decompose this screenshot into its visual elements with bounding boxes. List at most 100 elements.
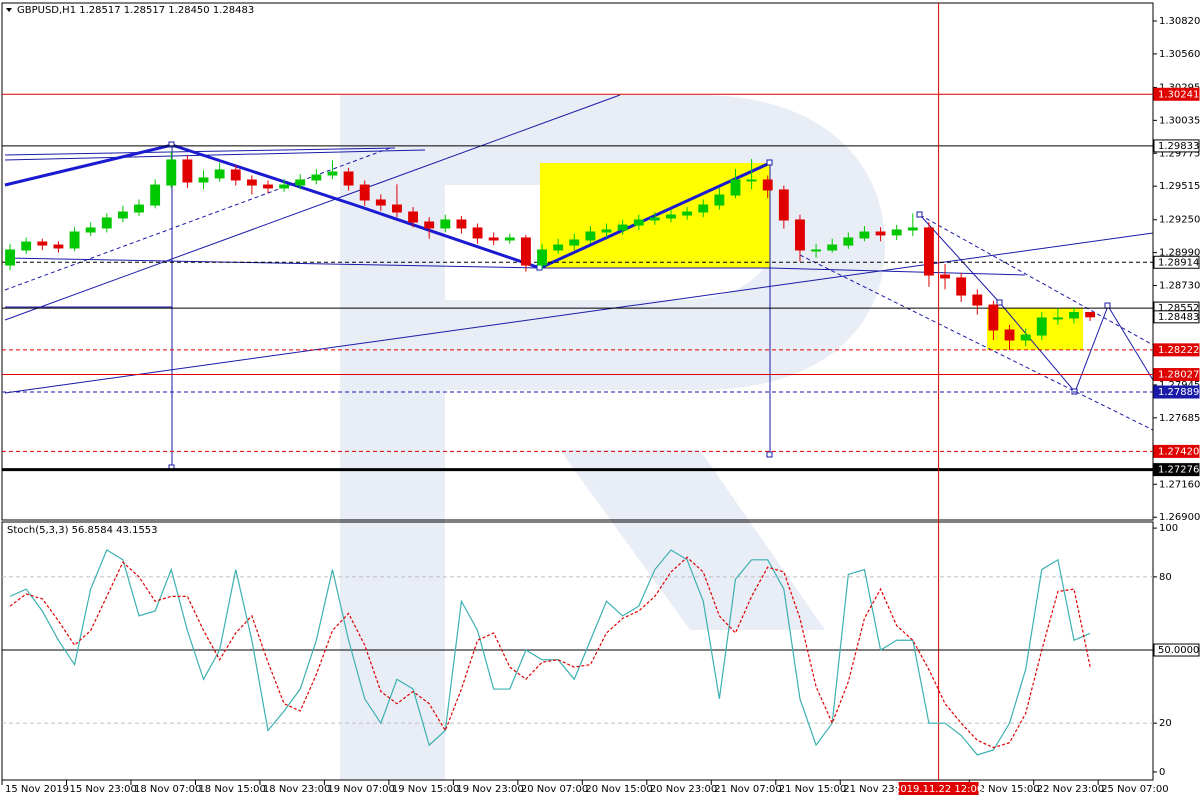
anchor-point [916,211,923,218]
candle-body [359,184,370,201]
crosshair-label: 2019.11.22 12:00 [894,784,983,795]
y-tick-label: 1.29250 [1159,215,1200,226]
trend-line [4,147,396,156]
dashed-channel [799,254,1154,431]
candle-body [875,231,886,236]
x-tick-label: 20 Nov 07:00 [521,784,588,795]
level-label-box [1153,368,1200,382]
trend-line [4,149,426,161]
level-label: 50.0000 [1158,645,1199,656]
y-tick-label: 20 [1159,718,1172,729]
level-label: 1.28914 [1158,257,1199,268]
y-tick-label: 1.29515 [1159,181,1200,192]
level-label-box [1153,139,1200,153]
candle-body [714,194,725,206]
level-label-box [1153,385,1200,399]
candle-body [37,241,48,246]
candle-body [1052,317,1063,320]
highlight-box [987,308,1083,350]
y-tick-label: 1.28730 [1159,281,1200,292]
x-tick-label: 18 Nov 23:00 [263,784,330,795]
candle-body [666,214,676,219]
candle-body [134,204,144,213]
candle-body [537,249,547,266]
candle-body [1004,329,1015,341]
level-label: 1.27276 [1158,465,1199,476]
candle-body [762,179,773,191]
candle-body [956,277,967,296]
candle-body [827,244,838,251]
dashed-channel [4,147,391,291]
candle-body [69,231,80,249]
panel-arrow [6,8,12,12]
wave-line [4,143,771,270]
trend-line [4,94,621,321]
y-tick-label: 1.26900 [1159,512,1200,523]
candle-body [1069,312,1079,319]
candle-body [617,224,628,231]
anchor-point [1104,302,1111,309]
candle-body [504,237,515,241]
candle-body [730,179,741,196]
x-tick-label: 21 Nov 15:00 [779,784,846,795]
level-label: 1.28552 [1158,303,1199,314]
x-tick-label: 22 Nov 23:00 [1037,784,1104,795]
candle-body [569,239,580,246]
x-tick-label: 18 Nov 15:00 [198,784,265,795]
x-tick-label: 15 Nov 23:00 [69,784,136,795]
y-tick-label: 1.27945 [1159,380,1200,391]
candle-body [424,221,435,229]
candle-body [682,211,693,216]
crosshair-label-box [898,782,979,795]
candle-body [214,169,225,179]
y-tick-label: 1.27160 [1159,479,1200,490]
level-label-box [1153,444,1200,458]
candle-body [150,184,161,206]
trend-line [4,232,1154,394]
y-tick-label: 1.30560 [1159,49,1200,60]
x-tick-label: 22 Nov 15:00 [972,784,1039,795]
anchor-point [168,141,175,148]
candle-body [166,159,177,186]
candle-body [633,219,644,226]
candle-body [246,179,257,186]
level-label-box [1153,643,1200,657]
x-tick-label: 20 Nov 15:00 [585,784,652,795]
candle-body [230,169,241,181]
indicator-title: Stoch(5,3,3) 56.8584 43.1553 [7,525,158,536]
candle-body [746,179,757,182]
anchor-point [536,264,543,271]
logo-stem [340,95,445,780]
candle-body [101,217,112,229]
y-tick-label: 1.30035 [1159,115,1200,126]
x-tick-label: 20 Nov 23:00 [650,784,717,795]
candle-body [923,227,934,276]
candle-body [988,304,999,331]
level-label: 1.28222 [1158,345,1199,356]
x-tick-label: 21 Nov 07:00 [714,784,781,795]
candle-body [940,274,950,279]
indicator-line [9,549,1091,756]
anchor-point [996,299,1003,306]
candle-body [778,189,789,221]
candle-body [53,244,64,249]
candle-body [182,159,193,183]
candle-body [295,179,306,186]
candle-body [198,177,209,183]
x-tick-label: 19 Nov 15:00 [392,784,459,795]
y-tick-label: 1.29775 [1159,148,1200,159]
candle-body [795,219,805,251]
stoch-panel-frame [1,521,1154,781]
dashed-channel [919,214,1154,346]
chart-title: GBPUSD,H1 1.28517 1.28517 1.28450 1.2848… [17,5,254,16]
candle-body [859,231,870,239]
candle-body [520,237,531,266]
level-label-box [1153,255,1200,269]
level-label: 1.27420 [1158,446,1199,457]
candle-body [601,229,612,233]
candle-body [1020,334,1031,341]
anchor-point [1071,388,1078,395]
y-tick-label: 1.27685 [1159,413,1200,424]
candle-body [440,219,451,229]
